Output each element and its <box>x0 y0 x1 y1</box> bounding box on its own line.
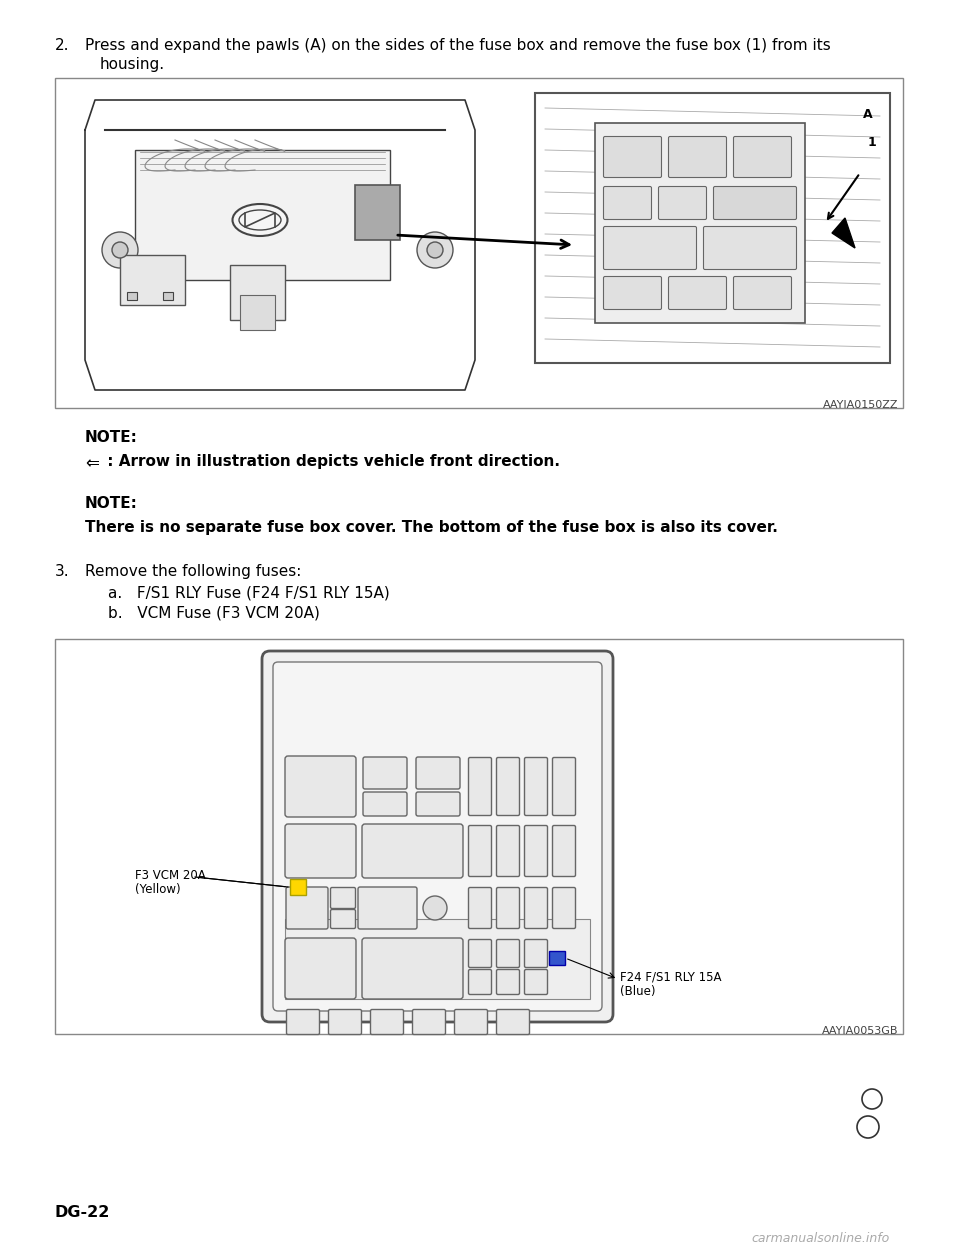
Bar <box>120 255 185 306</box>
FancyBboxPatch shape <box>416 792 460 816</box>
Bar <box>290 879 306 895</box>
Bar <box>355 185 400 240</box>
Text: b.   VCM Fuse (F3 VCM 20A): b. VCM Fuse (F3 VCM 20A) <box>108 606 320 621</box>
Text: 3.: 3. <box>55 564 70 579</box>
FancyBboxPatch shape <box>363 758 407 789</box>
FancyBboxPatch shape <box>454 1010 488 1035</box>
FancyBboxPatch shape <box>362 823 463 878</box>
Bar <box>163 292 173 301</box>
Text: DG-22: DG-22 <box>55 1205 110 1220</box>
Text: 2.: 2. <box>55 39 69 53</box>
FancyBboxPatch shape <box>733 137 791 178</box>
FancyBboxPatch shape <box>604 226 697 270</box>
Text: AAYIA0150ZZ: AAYIA0150ZZ <box>823 400 898 410</box>
Ellipse shape <box>239 210 281 230</box>
Bar <box>55 638 903 1035</box>
Polygon shape <box>832 219 855 248</box>
Circle shape <box>862 1089 882 1109</box>
FancyBboxPatch shape <box>553 758 575 816</box>
Text: A: A <box>863 108 873 122</box>
FancyBboxPatch shape <box>713 186 797 220</box>
FancyBboxPatch shape <box>285 938 356 999</box>
Text: ⇐: ⇐ <box>85 455 99 472</box>
FancyBboxPatch shape <box>285 823 356 878</box>
FancyBboxPatch shape <box>524 826 547 877</box>
Text: Press and expand the pawls (A) on the sides of the fuse box and remove the fuse : Press and expand the pawls (A) on the si… <box>85 39 830 53</box>
FancyBboxPatch shape <box>468 758 492 816</box>
Bar <box>285 919 590 999</box>
FancyBboxPatch shape <box>496 758 519 816</box>
FancyBboxPatch shape <box>524 888 547 929</box>
Text: (Yellow): (Yellow) <box>135 883 180 895</box>
FancyBboxPatch shape <box>524 970 547 995</box>
FancyBboxPatch shape <box>524 939 547 968</box>
FancyBboxPatch shape <box>553 888 575 929</box>
FancyBboxPatch shape <box>273 662 602 1011</box>
Text: NOTE:: NOTE: <box>85 496 138 510</box>
Circle shape <box>112 242 128 258</box>
Ellipse shape <box>232 204 287 236</box>
Bar <box>55 78 903 409</box>
Text: AAYIA0053GB: AAYIA0053GB <box>822 1026 898 1036</box>
Text: housing.: housing. <box>100 57 165 72</box>
FancyBboxPatch shape <box>668 277 727 309</box>
FancyBboxPatch shape <box>468 826 492 877</box>
Bar <box>127 292 137 301</box>
FancyBboxPatch shape <box>262 651 613 1022</box>
FancyBboxPatch shape <box>371 1010 403 1035</box>
FancyBboxPatch shape <box>496 1010 530 1035</box>
FancyBboxPatch shape <box>496 939 519 968</box>
Text: NOTE:: NOTE: <box>85 430 138 445</box>
Text: carmanualsonline.info: carmanualsonline.info <box>752 1232 890 1242</box>
Bar <box>240 296 275 330</box>
Circle shape <box>857 1117 879 1138</box>
FancyBboxPatch shape <box>468 888 492 929</box>
Circle shape <box>417 232 453 268</box>
Circle shape <box>427 242 443 258</box>
FancyBboxPatch shape <box>285 756 356 817</box>
FancyBboxPatch shape <box>416 758 460 789</box>
FancyBboxPatch shape <box>659 186 707 220</box>
FancyBboxPatch shape <box>553 826 575 877</box>
FancyBboxPatch shape <box>668 137 727 178</box>
Circle shape <box>102 232 138 268</box>
Text: F3 VCM 20A: F3 VCM 20A <box>135 869 205 882</box>
FancyBboxPatch shape <box>496 826 519 877</box>
FancyBboxPatch shape <box>496 970 519 995</box>
FancyBboxPatch shape <box>496 888 519 929</box>
Text: a.   F/S1 RLY Fuse (F24 F/S1 RLY 15A): a. F/S1 RLY Fuse (F24 F/S1 RLY 15A) <box>108 586 390 601</box>
Text: Remove the following fuses:: Remove the following fuses: <box>85 564 301 579</box>
Bar <box>135 150 390 279</box>
Text: There is no separate fuse box cover. The bottom of the fuse box is also its cove: There is no separate fuse box cover. The… <box>85 520 778 535</box>
FancyBboxPatch shape <box>330 888 355 908</box>
Text: 1: 1 <box>868 137 876 149</box>
FancyBboxPatch shape <box>468 970 492 995</box>
FancyBboxPatch shape <box>330 909 355 929</box>
FancyBboxPatch shape <box>362 938 463 999</box>
FancyBboxPatch shape <box>286 887 328 929</box>
Bar <box>549 951 565 965</box>
Bar <box>535 93 890 363</box>
Polygon shape <box>85 101 475 390</box>
Text: (Blue): (Blue) <box>620 985 656 999</box>
Bar <box>230 265 285 320</box>
FancyBboxPatch shape <box>286 1010 320 1035</box>
FancyBboxPatch shape <box>524 758 547 816</box>
FancyBboxPatch shape <box>604 277 661 309</box>
Bar <box>595 123 805 323</box>
FancyBboxPatch shape <box>604 186 652 220</box>
FancyBboxPatch shape <box>358 887 417 929</box>
FancyBboxPatch shape <box>413 1010 445 1035</box>
FancyBboxPatch shape <box>363 792 407 816</box>
FancyBboxPatch shape <box>468 939 492 968</box>
FancyBboxPatch shape <box>733 277 791 309</box>
Text: F24 F/S1 RLY 15A: F24 F/S1 RLY 15A <box>620 971 722 984</box>
Text: : Arrow in illustration depicts vehicle front direction.: : Arrow in illustration depicts vehicle … <box>102 455 560 469</box>
FancyBboxPatch shape <box>328 1010 362 1035</box>
FancyBboxPatch shape <box>604 137 661 178</box>
Circle shape <box>423 895 447 920</box>
FancyBboxPatch shape <box>704 226 797 270</box>
